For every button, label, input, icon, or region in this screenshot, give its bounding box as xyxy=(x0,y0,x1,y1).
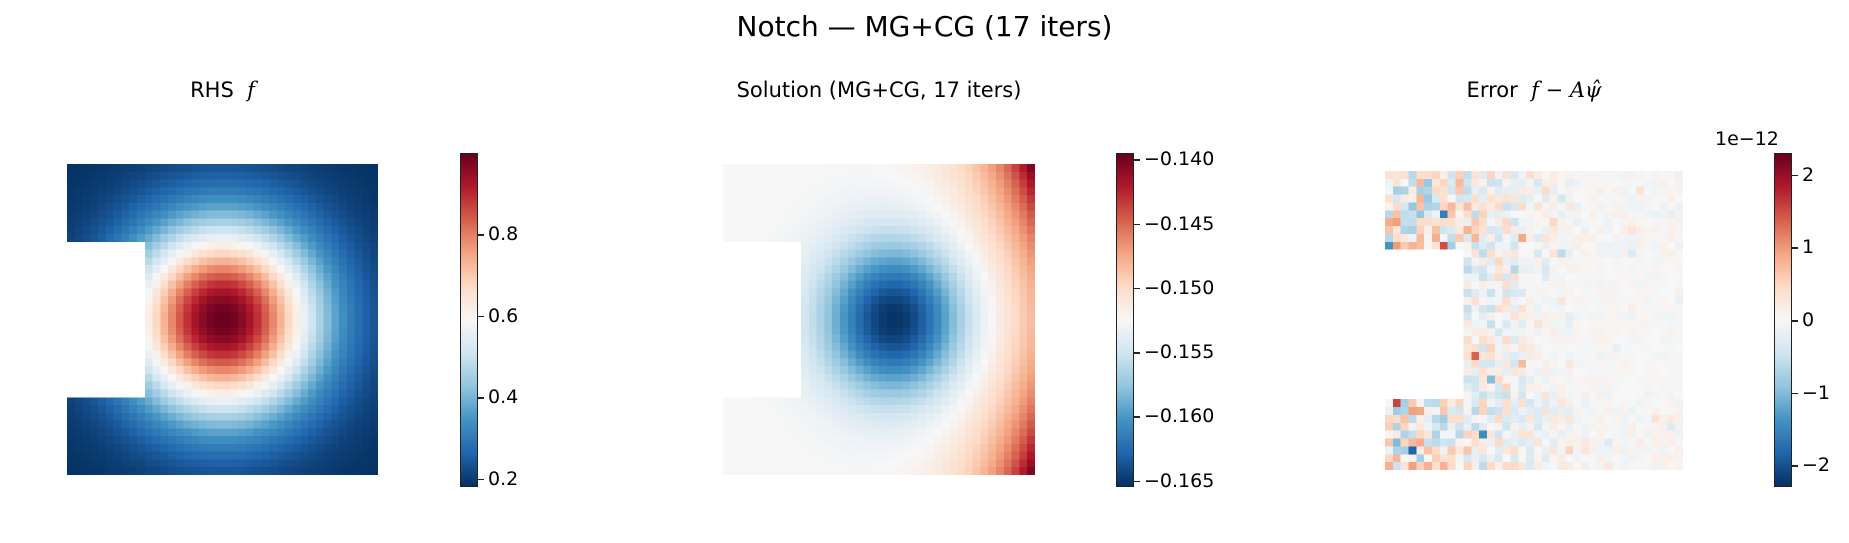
colorbar-tick-label: 0 xyxy=(1802,309,1815,331)
colorbar-tick xyxy=(1134,480,1140,483)
panel-title-math: f − Aψ̂ xyxy=(1531,78,1602,102)
colorbar-tick xyxy=(1792,320,1798,322)
figure-suptitle: Notch — MG+CG (17 iters) xyxy=(736,10,1113,43)
colorbar-tick-label: 0.6 xyxy=(488,304,519,327)
colorbar-tick-label: 0.8 xyxy=(488,223,519,246)
colorbar-tick xyxy=(478,315,484,318)
colorbar-tick xyxy=(1134,287,1140,290)
panel-title-rhs: RHS f xyxy=(67,78,378,102)
colorbar-tick-label: −0.150 xyxy=(1144,276,1215,299)
colorbar-tick xyxy=(478,397,484,399)
colorbar-tick xyxy=(1134,159,1140,161)
colorbar-tick xyxy=(478,478,484,481)
heatmap-solution xyxy=(723,164,1035,475)
colorbar-error xyxy=(1774,153,1792,487)
colorbar-tick xyxy=(1792,465,1798,467)
colorbar-rhs xyxy=(460,153,478,487)
panel-title-text: RHS xyxy=(190,78,234,102)
colorbar-tick xyxy=(1134,416,1140,418)
colorbar-tick-label: 0.4 xyxy=(488,386,519,409)
colorbar-tick-label: 1 xyxy=(1802,236,1815,259)
colorbar-tick-label: −1 xyxy=(1802,381,1831,404)
colorbar-tick xyxy=(1792,392,1798,395)
colorbar-tick-label: −0.145 xyxy=(1144,212,1215,235)
colorbar-tick xyxy=(1134,223,1140,226)
colorbar-solution xyxy=(1116,153,1134,487)
colorbar-tick-label: −0.160 xyxy=(1144,405,1215,428)
colorbar-tick-label: 2 xyxy=(1802,163,1815,186)
colorbar-offset-label: 1e−12 xyxy=(1715,128,1779,150)
colorbar-tick-label: −0.155 xyxy=(1144,341,1215,364)
panel-title-text: Solution (MG+CG, 17 iters) xyxy=(736,78,1022,102)
panel-title-error: Error f − Aψ̂ xyxy=(1385,78,1683,102)
heatmap-error xyxy=(1385,171,1683,470)
panel-title-text: Error xyxy=(1466,78,1518,102)
panel-title-solution: Solution (MG+CG, 17 iters) xyxy=(723,78,1035,102)
colorbar-tick-label: −0.140 xyxy=(1144,148,1215,171)
colorbar-tick-label: −0.165 xyxy=(1144,469,1215,492)
colorbar-tick xyxy=(1792,247,1798,249)
panel-title-math: f xyxy=(247,78,255,102)
colorbar-tick-label: 0.2 xyxy=(488,467,519,490)
colorbar-tick xyxy=(478,234,484,236)
colorbar-tick xyxy=(1792,174,1798,177)
heatmap-rhs xyxy=(67,164,378,475)
colorbar-tick xyxy=(1134,352,1140,354)
colorbar-tick-label: −2 xyxy=(1802,454,1831,477)
